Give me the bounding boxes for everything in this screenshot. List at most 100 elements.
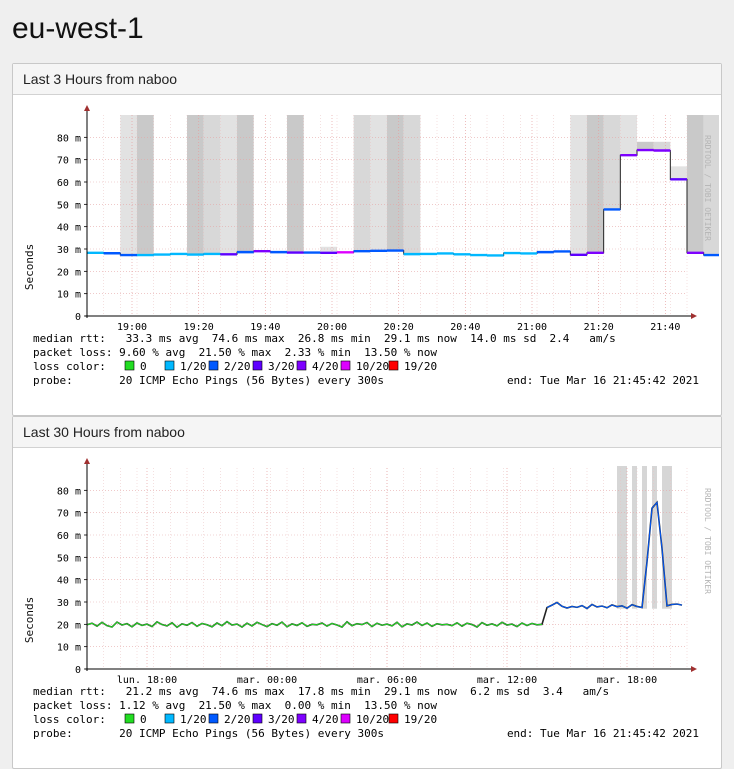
smoke-band xyxy=(642,466,647,609)
x-axis-arrow xyxy=(691,666,697,672)
y-axis-label: Seconds xyxy=(23,597,36,643)
smoke-band xyxy=(603,115,621,210)
x-tick-label: 21:20 xyxy=(584,322,614,333)
x-tick-label: mar. 18:00 xyxy=(597,675,657,686)
smoke-band xyxy=(637,141,654,151)
x-tick-label: 20:40 xyxy=(450,322,480,333)
y-tick-label: 10 m xyxy=(57,290,81,301)
loss-swatch-label: 3/20 xyxy=(268,360,295,373)
y-tick-label: 20 m xyxy=(57,267,81,278)
y-tick-label: 10 m xyxy=(57,643,81,654)
y-tick-label: 80 m xyxy=(57,486,81,497)
rrd-graph-3h: 0 10 m 20 m 30 m 40 m 50 m 60 m 70 m 80 m 19:00 19… xyxy=(23,105,719,387)
smoke-band xyxy=(687,115,704,253)
x-tick-label: mar. 12:00 xyxy=(477,675,537,686)
legend-packet-loss: packet loss: 9.60 % avg 21.50 % max 2.33… xyxy=(33,346,437,359)
loss-swatch-10-20 xyxy=(340,360,351,371)
loss-swatch-label: 3/20 xyxy=(268,713,295,726)
graph-panel-3h: Last 3 Hours from naboo 0 10 m 20 m 30 m 40 … xyxy=(12,63,722,416)
x-tick-label: 19:00 xyxy=(117,322,147,333)
y-axis-arrow xyxy=(84,105,90,111)
x-tick-label: mar. 06:00 xyxy=(357,675,417,686)
loss-swatch-label: 1/20 xyxy=(180,713,207,726)
y-tick-label: 60 m xyxy=(57,531,81,542)
x-tick-label: 20:00 xyxy=(317,322,347,333)
loss-swatch-label: 19/20 xyxy=(404,713,437,726)
x-tick-label: mar. 00:00 xyxy=(237,675,297,686)
smoke-band xyxy=(632,466,637,609)
median-line-loss-0 xyxy=(86,621,543,628)
loss-swatch-label: 0 xyxy=(140,360,147,373)
smoke-band xyxy=(652,466,657,609)
loss-swatch-label: 2/20 xyxy=(224,360,251,373)
page-title: eu-west-1 xyxy=(12,12,144,45)
y-tick-label: 60 m xyxy=(57,178,81,189)
x-axis-arrow xyxy=(691,313,697,319)
y-tick-label: 40 m xyxy=(57,576,81,587)
y-tick-label: 0 xyxy=(75,312,81,323)
y-axis-arrow xyxy=(84,458,90,464)
smoke-band xyxy=(403,115,421,255)
smoke-band xyxy=(387,115,404,251)
y-tick-label: 50 m xyxy=(57,553,81,564)
smoke-band xyxy=(353,115,371,252)
smoke-band xyxy=(287,115,304,253)
y-tick-label: 30 m xyxy=(57,245,81,256)
loss-swatch-4-20 xyxy=(296,713,307,724)
legend-packet-loss: packet loss: 1.12 % avg 21.50 % max 0.00… xyxy=(33,699,437,712)
smoke-band xyxy=(670,166,687,180)
y-tick-label: 70 m xyxy=(57,509,81,520)
loss-swatch-label: 10/20 xyxy=(356,360,389,373)
smoke-band xyxy=(653,141,671,151)
loss-swatch-label: 2/20 xyxy=(224,713,251,726)
y-tick-label: 30 m xyxy=(57,598,81,609)
loss-swatch-label: 4/20 xyxy=(312,360,339,373)
smoke-band xyxy=(237,115,254,253)
median-line-loss xyxy=(546,501,683,610)
x-tick-label: 19:40 xyxy=(250,322,280,333)
loss-swatch-4-20 xyxy=(296,360,307,371)
y-tick-label: 50 m xyxy=(57,200,81,211)
rrd-graph-30h: 0 10 m 20 m 30 m 40 m 50 m 60 m 70 m 80 m lun. 18… xyxy=(23,458,712,740)
loss-swatch-label: 19/20 xyxy=(404,360,437,373)
smoke-band xyxy=(203,115,221,254)
loss-swatch-2-20 xyxy=(208,360,219,371)
smoke-band xyxy=(587,115,604,253)
loss-swatch-10-20 xyxy=(340,713,351,724)
legend-median-rtt: median rtt: 21.2 ms avg 74.6 ms max 17.8… xyxy=(33,685,609,698)
loss-swatch-3-20 xyxy=(252,360,263,371)
smoke-band xyxy=(187,115,204,255)
x-tick-label: 21:00 xyxy=(517,322,547,333)
smoke-band xyxy=(370,115,387,251)
y-tick-label: 70 m xyxy=(57,156,81,167)
loss-swatch-1-20 xyxy=(164,360,175,371)
panel-title: Last 3 Hours from naboo xyxy=(13,64,721,95)
watermark: RRDTOOL / TOBI OETIKER xyxy=(703,135,712,241)
y-tick-label: 0 xyxy=(75,665,81,676)
loss-swatch-3-20 xyxy=(252,713,263,724)
loss-swatch-label: 1/20 xyxy=(180,360,207,373)
smoke-band xyxy=(137,115,154,256)
smoke-band xyxy=(617,466,627,609)
graph-area: 0 10 m 20 m 30 m 40 m 50 m 60 m 70 m 80 m lun. 18… xyxy=(13,448,721,768)
loss-swatch-label: 10/20 xyxy=(356,713,389,726)
median-line xyxy=(86,500,683,629)
x-tick-label: 19:20 xyxy=(184,322,214,333)
x-tick-label: 21:40 xyxy=(650,322,680,333)
legend-loss-color-label: loss color: xyxy=(33,360,106,373)
loss-swatch-19-20 xyxy=(388,360,399,371)
loss-swatch-label: 4/20 xyxy=(312,713,339,726)
smoke-band xyxy=(662,466,672,609)
x-tick-label: lun. 18:00 xyxy=(117,675,177,686)
legend-end-time: end: Tue Mar 16 21:45:42 2021 xyxy=(507,727,699,740)
smoke-band xyxy=(120,115,137,256)
x-tick-label: 20:20 xyxy=(384,322,414,333)
smoke-band xyxy=(620,115,637,156)
smoke-band xyxy=(320,246,337,253)
loss-swatch-1-20 xyxy=(164,713,175,724)
graph-area: 0 10 m 20 m 30 m 40 m 50 m 60 m 70 m 80 m 19:00 19… xyxy=(13,95,721,415)
graph-panel-30h: Last 30 Hours from naboo 0 10 m 20 m 30 m 40… xyxy=(12,416,722,769)
loss-swatch-label: 0 xyxy=(140,713,147,726)
panel-title: Last 30 Hours from naboo xyxy=(13,417,721,448)
legend-probe: probe: 20 ICMP Echo Pings (56 Bytes) eve… xyxy=(33,727,384,740)
